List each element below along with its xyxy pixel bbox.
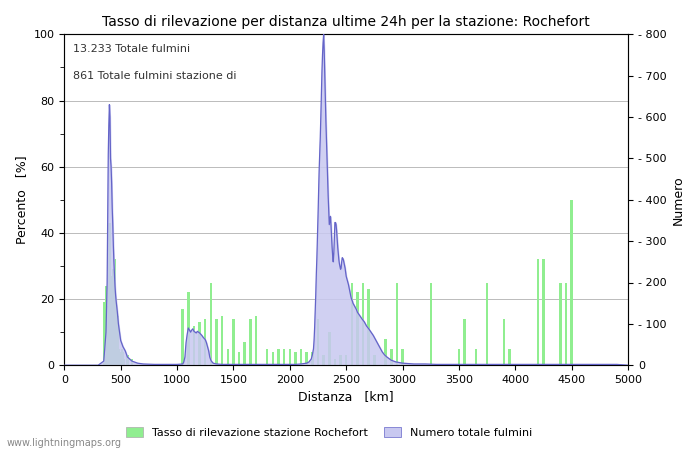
Bar bbox=[111, 269, 114, 365]
Bar bbox=[107, 306, 109, 365]
Bar bbox=[114, 259, 116, 365]
Bar bbox=[120, 349, 123, 365]
Bar bbox=[266, 349, 269, 365]
Bar bbox=[108, 223, 111, 365]
Bar bbox=[542, 259, 545, 365]
Bar bbox=[244, 342, 246, 365]
Bar bbox=[118, 352, 121, 365]
Bar bbox=[323, 356, 325, 365]
Bar bbox=[221, 315, 223, 365]
Bar bbox=[283, 349, 286, 365]
Bar bbox=[288, 349, 291, 365]
Bar bbox=[255, 315, 257, 365]
Bar bbox=[351, 283, 353, 365]
Y-axis label: Numero: Numero bbox=[672, 175, 685, 225]
Text: 13.233 Totale fulmini: 13.233 Totale fulmini bbox=[73, 44, 190, 54]
Bar bbox=[109, 315, 112, 365]
Bar bbox=[102, 302, 105, 365]
Bar bbox=[401, 349, 404, 365]
Bar bbox=[565, 283, 567, 365]
X-axis label: Distanza   [km]: Distanza [km] bbox=[298, 391, 394, 404]
Bar bbox=[198, 322, 201, 365]
Bar bbox=[305, 352, 308, 365]
Bar bbox=[570, 200, 573, 365]
Bar bbox=[116, 315, 118, 365]
Title: Tasso di rilevazione per distanza ultime 24h per la stazione: Rochefort: Tasso di rilevazione per distanza ultime… bbox=[102, 15, 590, 29]
Bar bbox=[181, 309, 184, 365]
Bar bbox=[559, 283, 561, 365]
Bar bbox=[356, 292, 358, 365]
Y-axis label: Percento   [%]: Percento [%] bbox=[15, 155, 28, 244]
Bar bbox=[537, 259, 539, 365]
Bar bbox=[209, 283, 212, 365]
Text: www.lightningmaps.org: www.lightningmaps.org bbox=[7, 438, 122, 448]
Bar bbox=[475, 349, 477, 365]
Bar bbox=[395, 283, 398, 365]
Bar bbox=[227, 349, 229, 365]
Bar bbox=[122, 352, 124, 365]
Bar bbox=[131, 359, 133, 365]
Bar bbox=[508, 349, 511, 365]
Bar bbox=[120, 356, 122, 365]
Text: 861 Totale fulmini stazione di: 861 Totale fulmini stazione di bbox=[73, 71, 236, 81]
Bar bbox=[486, 283, 489, 365]
Bar bbox=[340, 356, 342, 365]
Bar bbox=[430, 283, 432, 365]
Bar bbox=[300, 349, 302, 365]
Bar bbox=[187, 292, 190, 365]
Bar bbox=[113, 273, 115, 365]
Bar bbox=[117, 349, 120, 365]
Bar bbox=[458, 349, 460, 365]
Bar bbox=[232, 319, 234, 365]
Bar bbox=[294, 352, 297, 365]
Bar bbox=[249, 319, 251, 365]
Bar bbox=[373, 356, 376, 365]
Bar bbox=[238, 352, 240, 365]
Bar bbox=[115, 306, 118, 365]
Bar bbox=[277, 349, 280, 365]
Bar bbox=[463, 319, 466, 365]
Bar bbox=[345, 356, 347, 365]
Legend: Tasso di rilevazione stazione Rochefort, Numero totale fulmini: Tasso di rilevazione stazione Rochefort,… bbox=[122, 423, 536, 442]
Bar bbox=[390, 349, 393, 365]
Bar bbox=[216, 319, 218, 365]
Bar bbox=[317, 319, 319, 365]
Bar bbox=[368, 289, 370, 365]
Bar bbox=[334, 359, 336, 365]
Bar bbox=[126, 356, 129, 365]
Bar bbox=[328, 332, 330, 365]
Bar bbox=[111, 276, 113, 365]
Bar bbox=[105, 286, 107, 365]
Bar bbox=[384, 339, 387, 365]
Bar bbox=[122, 359, 125, 365]
Bar bbox=[272, 352, 274, 365]
Bar bbox=[311, 352, 314, 365]
Bar bbox=[362, 283, 364, 365]
Bar bbox=[193, 325, 195, 365]
Bar bbox=[503, 319, 505, 365]
Bar bbox=[204, 319, 206, 365]
